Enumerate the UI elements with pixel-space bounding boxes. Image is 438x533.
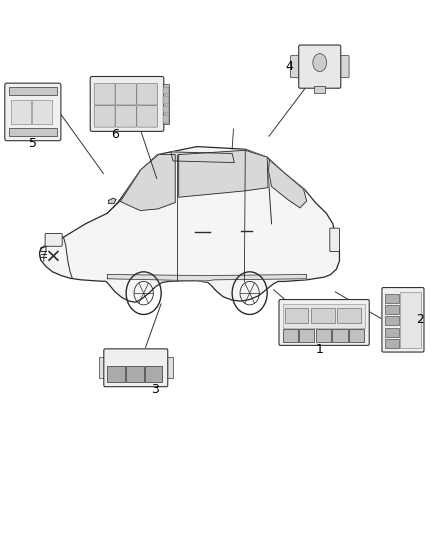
- Bar: [163, 115, 169, 123]
- FancyBboxPatch shape: [299, 45, 341, 88]
- Bar: [9, 128, 57, 136]
- Polygon shape: [39, 147, 339, 302]
- FancyBboxPatch shape: [137, 106, 158, 127]
- Polygon shape: [179, 150, 268, 197]
- FancyBboxPatch shape: [137, 83, 158, 105]
- Bar: [299, 329, 314, 342]
- FancyBboxPatch shape: [116, 83, 136, 105]
- Bar: [99, 358, 106, 378]
- Polygon shape: [171, 152, 234, 163]
- Bar: [385, 294, 399, 303]
- Polygon shape: [268, 160, 307, 208]
- Bar: [311, 309, 335, 324]
- Bar: [283, 304, 365, 328]
- Bar: [11, 100, 31, 124]
- Bar: [126, 366, 144, 382]
- FancyBboxPatch shape: [90, 76, 164, 131]
- FancyBboxPatch shape: [279, 300, 369, 345]
- Bar: [349, 329, 364, 342]
- Bar: [385, 316, 399, 325]
- Bar: [163, 96, 169, 104]
- Bar: [163, 106, 169, 114]
- Bar: [285, 309, 308, 324]
- Bar: [9, 87, 57, 95]
- Text: 4: 4: [285, 60, 293, 73]
- Polygon shape: [120, 155, 175, 211]
- FancyBboxPatch shape: [5, 83, 61, 141]
- FancyBboxPatch shape: [94, 83, 115, 105]
- FancyBboxPatch shape: [338, 55, 349, 78]
- FancyBboxPatch shape: [330, 228, 339, 252]
- Polygon shape: [107, 274, 307, 281]
- Bar: [32, 100, 52, 124]
- Text: 2: 2: [417, 313, 424, 326]
- Text: 5: 5: [29, 138, 37, 150]
- FancyBboxPatch shape: [382, 288, 424, 352]
- FancyBboxPatch shape: [104, 349, 168, 387]
- Bar: [107, 366, 124, 382]
- FancyBboxPatch shape: [116, 106, 136, 127]
- Bar: [332, 329, 348, 342]
- Bar: [283, 329, 298, 342]
- Bar: [163, 84, 169, 124]
- Text: 3: 3: [152, 383, 159, 395]
- Bar: [316, 329, 331, 342]
- Ellipse shape: [313, 54, 327, 71]
- Bar: [314, 85, 325, 93]
- Bar: [385, 327, 399, 337]
- FancyBboxPatch shape: [45, 233, 62, 246]
- Bar: [400, 292, 421, 348]
- Text: 1: 1: [316, 343, 324, 356]
- Bar: [145, 366, 162, 382]
- Polygon shape: [109, 198, 116, 204]
- FancyBboxPatch shape: [290, 55, 302, 78]
- Bar: [337, 309, 361, 324]
- Bar: [163, 86, 169, 94]
- Bar: [166, 358, 173, 378]
- Bar: [385, 305, 399, 314]
- FancyBboxPatch shape: [94, 106, 115, 127]
- Text: 6: 6: [111, 128, 119, 141]
- Bar: [385, 339, 399, 348]
